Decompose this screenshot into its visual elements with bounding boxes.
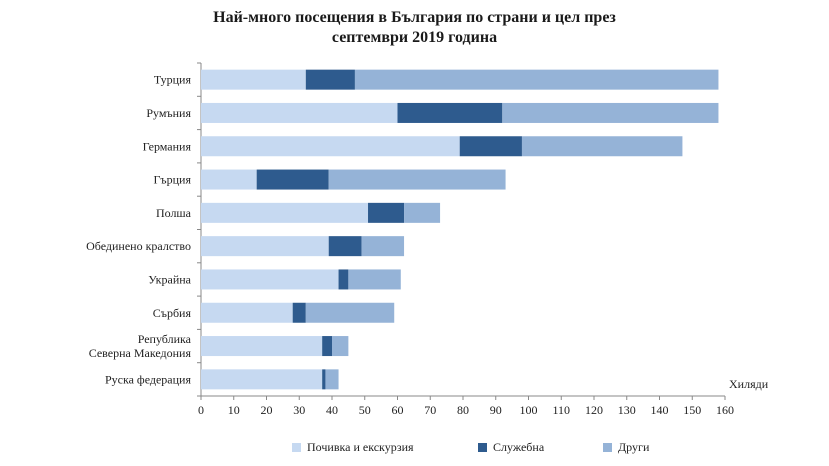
- category-label: Украйна: [148, 272, 191, 286]
- bar-other: [332, 336, 349, 357]
- bar-other: [404, 202, 441, 223]
- x-tick-label: 70: [424, 403, 436, 417]
- bar-business: [397, 102, 503, 123]
- category-label: Сърбия: [153, 306, 192, 320]
- category-label-line: Турция: [154, 73, 192, 87]
- bar-other: [354, 69, 719, 90]
- bar-leisure: [201, 369, 323, 390]
- category-label-line: Гърция: [153, 173, 191, 187]
- bar-other: [502, 102, 719, 123]
- x-tick-label: 50: [359, 403, 371, 417]
- legend-item: Почивка и екскурзия: [292, 440, 414, 455]
- legend-label: Други: [618, 440, 650, 454]
- legend-label: Служебна: [493, 440, 545, 454]
- bar-business: [368, 202, 405, 223]
- x-tick-label: 30: [293, 403, 305, 417]
- bar-business: [322, 336, 332, 357]
- chart-title-line-1: Най-много посещения в България по страни…: [213, 9, 616, 26]
- bar-business: [459, 136, 522, 157]
- category-label: Обединено кралство: [86, 239, 191, 253]
- chart-title: Най-много посещения в България по страни…: [0, 8, 829, 48]
- x-tick-label: 150: [683, 403, 701, 417]
- category-label: Румъния: [146, 106, 191, 120]
- bar-other: [361, 236, 405, 257]
- bar-leisure: [201, 336, 323, 357]
- bar-business: [256, 169, 329, 190]
- x-tick-label: 60: [392, 403, 404, 417]
- x-tick-label: 140: [651, 403, 669, 417]
- category-label: Руска федерация: [105, 372, 192, 386]
- legend-label: Почивка и екскурзия: [307, 440, 414, 454]
- chart-legend: Почивка и екскурзия Служебна Други: [0, 440, 829, 460]
- legend-swatch: [478, 443, 487, 452]
- bar-other: [348, 269, 401, 290]
- bar-other: [325, 369, 339, 390]
- x-tick-label: 120: [585, 403, 603, 417]
- x-tick-label: 10: [228, 403, 240, 417]
- bar-leisure: [201, 136, 460, 157]
- bar-other: [328, 169, 506, 190]
- legend-swatch: [603, 443, 612, 452]
- unit-label: Хиляди: [729, 377, 769, 391]
- x-tick-label: 160: [716, 403, 734, 417]
- legend-item: Служебна: [478, 440, 544, 455]
- legend-swatch: [292, 443, 301, 452]
- x-tick-label: 80: [457, 403, 469, 417]
- category-label-line: Германия: [143, 139, 192, 153]
- x-tick-label: 110: [552, 403, 570, 417]
- bar-leisure: [201, 236, 329, 257]
- chart-title-line-2: септември 2019 година: [331, 29, 498, 46]
- bar-business: [292, 302, 306, 323]
- bar-leisure: [201, 169, 257, 190]
- x-tick-label: 130: [618, 403, 636, 417]
- category-label: Полша: [156, 206, 192, 220]
- bar-leisure: [201, 269, 339, 290]
- bar-leisure: [201, 69, 306, 90]
- category-label: Република Северна Македония: [89, 332, 192, 360]
- category-label-line: Полша: [156, 206, 192, 220]
- category-label: Германия: [143, 139, 192, 153]
- category-label-line: Румъния: [146, 106, 191, 120]
- x-tick-label: 0: [198, 403, 204, 417]
- category-label-line: Сърбия: [153, 306, 192, 320]
- bar-business: [305, 69, 355, 90]
- bar-business: [328, 236, 362, 257]
- bar-business: [322, 369, 326, 390]
- category-label-line: Руска федерация: [105, 372, 192, 386]
- category-label-line: Република: [138, 332, 192, 346]
- category-label: Турция: [154, 73, 192, 87]
- x-tick-label: 20: [261, 403, 273, 417]
- category-label-line: Северна Македония: [89, 346, 192, 360]
- category-label-line: Обединено кралство: [86, 239, 191, 253]
- category-label: Гърция: [153, 173, 191, 187]
- bar-other: [521, 136, 683, 157]
- legend-item: Други: [603, 440, 649, 455]
- bar-leisure: [201, 202, 369, 223]
- bar-other: [305, 302, 395, 323]
- bar-leisure: [201, 102, 398, 123]
- bar-leisure: [201, 302, 293, 323]
- x-tick-label: 40: [326, 403, 338, 417]
- x-tick-label: 100: [520, 403, 538, 417]
- bar-business: [338, 269, 349, 290]
- category-label-line: Украйна: [148, 272, 191, 286]
- chart-plot: 0 10 20 30 40 50 60 70 80 90 100 110 120 130 140 150 160…: [86, 62, 769, 417]
- x-tick-label: 90: [490, 403, 502, 417]
